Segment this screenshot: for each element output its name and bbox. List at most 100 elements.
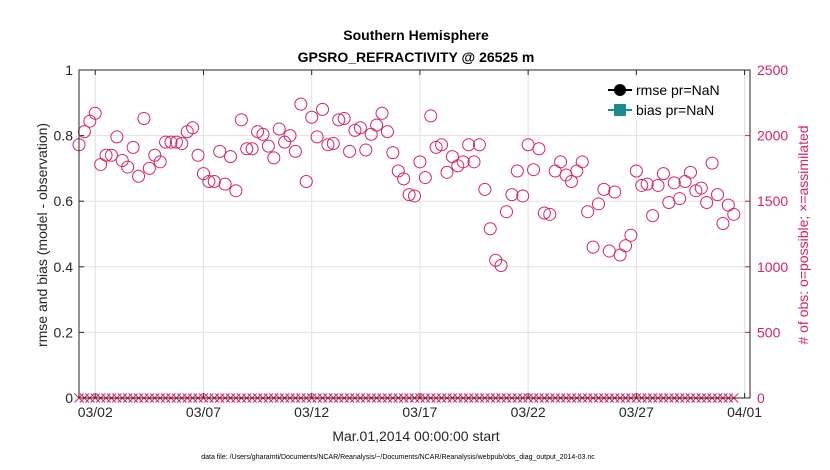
- possible-obs-series: [72, 97, 741, 272]
- possible-obs-marker: [175, 136, 189, 150]
- possible-obs-marker: [110, 130, 124, 144]
- x-tick-label: 04/01: [727, 404, 762, 420]
- possible-obs-marker: [472, 138, 486, 152]
- possible-obs-marker: [597, 182, 611, 196]
- possible-obs-marker: [375, 106, 389, 120]
- possible-obs-marker: [397, 172, 411, 186]
- possible-obs-marker: [505, 188, 519, 202]
- possible-obs-marker: [608, 185, 622, 199]
- possible-obs-marker: [261, 139, 275, 153]
- possible-obs-marker: [326, 136, 340, 150]
- possible-obs-marker: [543, 207, 557, 221]
- left-y-tick-label: 0.2: [54, 324, 74, 340]
- possible-obs-marker: [548, 164, 562, 178]
- possible-obs-marker: [99, 148, 113, 162]
- possible-obs-marker: [294, 97, 308, 111]
- right-y-tick-label: 1000: [757, 259, 788, 275]
- possible-obs-marker: [651, 178, 665, 192]
- possible-obs-marker: [494, 258, 508, 272]
- x-tick-label: 03/17: [402, 404, 437, 420]
- possible-obs-marker: [137, 112, 151, 126]
- possible-obs-marker: [310, 130, 324, 144]
- possible-obs-marker: [83, 114, 97, 128]
- possible-obs-marker: [153, 155, 167, 169]
- possible-obs-marker: [121, 160, 135, 174]
- possible-obs-marker: [591, 197, 605, 211]
- left-y-axis-ticks: 0 0.2 0.4 0.6 0.8 1: [54, 62, 84, 406]
- left-y-tick-label: 0.8: [54, 128, 74, 144]
- possible-obs-marker: [646, 209, 660, 223]
- legend-rmse-label: rmse pr=NaN: [636, 82, 720, 98]
- possible-obs-marker: [164, 135, 178, 149]
- possible-obs-marker: [380, 125, 394, 139]
- possible-obs-marker: [343, 144, 357, 158]
- possible-obs-marker: [234, 113, 248, 127]
- possible-obs-marker: [126, 140, 140, 154]
- left-y-tick-label: 0.6: [54, 193, 74, 209]
- possible-obs-marker: [662, 196, 676, 210]
- possible-obs-marker: [667, 176, 681, 190]
- possible-obs-marker: [467, 155, 481, 169]
- plot-frame: [78, 69, 751, 399]
- possible-obs-marker: [716, 217, 730, 231]
- x-tick-label: 03/12: [294, 404, 329, 420]
- x-tick-label: 03/07: [186, 404, 221, 420]
- possible-obs-marker: [581, 205, 595, 219]
- possible-obs-marker: [169, 135, 183, 149]
- possible-obs-marker: [613, 248, 627, 262]
- possible-obs-marker: [418, 171, 432, 185]
- possible-obs-marker: [619, 239, 633, 253]
- possible-obs-marker: [711, 188, 725, 202]
- possible-obs-marker: [678, 175, 692, 189]
- possible-obs-marker: [359, 143, 373, 157]
- right-y-tick-label: 2500: [757, 62, 788, 78]
- possible-obs-marker: [516, 189, 530, 203]
- legend-item-rmse: rmse pr=NaN: [608, 82, 720, 98]
- legend: rmse pr=NaN bias pr=NaN: [604, 77, 739, 121]
- possible-obs-marker: [700, 196, 714, 210]
- possible-obs-marker: [532, 142, 546, 156]
- possible-obs-marker: [499, 205, 513, 219]
- possible-obs-marker: [191, 148, 205, 162]
- legend-bias-marker: [614, 104, 626, 116]
- possible-obs-marker: [413, 155, 427, 169]
- possible-obs-marker: [694, 181, 708, 195]
- right-y-axis-ticks: 0 500 1000 1500 2000 2500: [745, 62, 788, 406]
- possible-obs-marker: [424, 109, 438, 123]
- right-y-tick-label: 1500: [757, 193, 788, 209]
- possible-obs-marker: [332, 113, 346, 127]
- possible-obs-marker: [727, 207, 741, 221]
- possible-obs-marker: [478, 182, 492, 196]
- left-y-tick-label: 1: [65, 62, 73, 78]
- x-tick-label: 03/27: [619, 404, 654, 420]
- possible-obs-marker: [353, 121, 367, 135]
- possible-obs-marker: [132, 169, 146, 183]
- possible-obs-marker: [370, 118, 384, 132]
- legend-bias-label: bias pr=NaN: [636, 102, 714, 118]
- possible-obs-marker: [489, 253, 503, 267]
- possible-obs-marker: [683, 165, 697, 179]
- possible-obs-marker: [337, 112, 351, 126]
- possible-obs-marker: [94, 157, 108, 171]
- possible-obs-marker: [635, 178, 649, 192]
- possible-obs-marker: [575, 155, 589, 169]
- possible-obs-marker: [207, 175, 221, 189]
- legend-item-bias: bias pr=NaN: [608, 102, 714, 118]
- possible-obs-marker: [240, 142, 254, 156]
- possible-obs-marker: [218, 177, 232, 191]
- left-y-axis-label: rmse and bias (model - observation): [34, 123, 50, 347]
- data-file-footnote: data file: /Users/gharamti/Documents/NCA…: [201, 454, 595, 461]
- possible-obs-marker: [256, 127, 270, 141]
- possible-obs-marker: [142, 161, 156, 175]
- left-y-tick-label: 0.4: [54, 259, 74, 275]
- possible-obs-marker: [278, 135, 292, 149]
- possible-obs-marker: [364, 127, 378, 141]
- possible-obs-marker: [159, 135, 173, 149]
- possible-obs-marker: [115, 154, 129, 168]
- right-y-tick-label: 500: [757, 324, 781, 340]
- right-y-axis-label: # of obs: o=possible; ×=assimilated: [795, 125, 811, 344]
- possible-obs-marker: [288, 144, 302, 158]
- possible-obs-marker: [624, 228, 638, 242]
- possible-obs-marker: [629, 164, 643, 178]
- possible-obs-marker: [299, 175, 313, 189]
